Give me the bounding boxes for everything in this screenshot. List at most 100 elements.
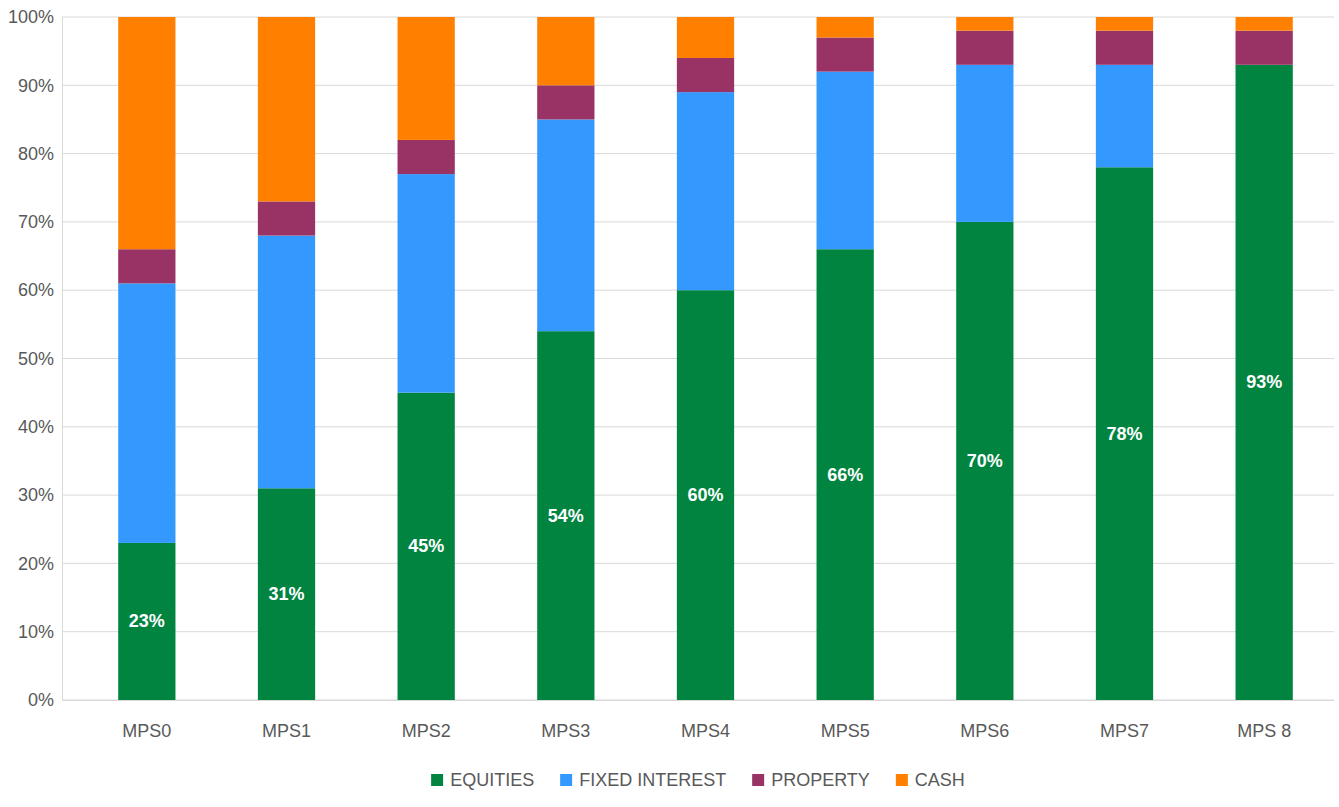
tick: 70%	[18, 212, 62, 232]
tick: MPS0	[122, 700, 171, 741]
data-label: 78%	[1106, 424, 1142, 444]
data-label: 70%	[967, 451, 1003, 471]
legend-swatch	[431, 774, 443, 786]
bar	[1096, 31, 1153, 65]
bar	[956, 17, 1013, 31]
x-axis: MPS0 MPS1 MPS2 MPS3 MPS4 MPS5 MPS6 MPS7 MPS 8	[62, 700, 1334, 741]
tick-label: MPS6	[960, 721, 1009, 741]
tick: MPS3	[541, 700, 590, 741]
tick: MPS6	[960, 700, 1009, 741]
bar	[1236, 65, 1293, 700]
bar	[398, 17, 455, 140]
legend-label: EQUITIES	[450, 770, 534, 790]
bar	[118, 249, 175, 283]
legend-swatch	[560, 774, 572, 786]
chart: 23% 31% 45% 54% 60% 66% 70% 78% 93% 0% 10% 20% 30% 40…	[0, 0, 1339, 807]
bar	[677, 290, 734, 700]
tick: MPS4	[681, 700, 730, 741]
bar	[677, 58, 734, 92]
bars	[118, 17, 1293, 700]
bar	[956, 222, 1013, 700]
tick-label: MPS0	[122, 721, 171, 741]
bar	[118, 283, 175, 543]
tick-label: MPS7	[1100, 721, 1149, 741]
bar	[258, 17, 315, 201]
bar	[1236, 31, 1293, 65]
bar	[537, 85, 594, 119]
tick: 80%	[18, 144, 62, 164]
y-axis: 0% 10% 20% 30% 40% 50% 60% 70% 80% 90% 100%	[8, 7, 63, 710]
tick-label: 50%	[18, 349, 54, 369]
legend-label: FIXED INTEREST	[579, 770, 726, 790]
bar	[398, 140, 455, 174]
data-labels: 23% 31% 45% 54% 60% 66% 70% 78% 93%	[129, 372, 1282, 631]
data-label: 93%	[1246, 372, 1282, 392]
tick-label: MPS3	[541, 721, 590, 741]
bar	[817, 249, 874, 700]
bar	[258, 201, 315, 235]
legend-swatch	[896, 774, 908, 786]
bar	[677, 17, 734, 58]
tick-label: 100%	[8, 7, 54, 27]
tick-label: MPS1	[262, 721, 311, 741]
tick-label: 40%	[18, 417, 54, 437]
bar	[817, 72, 874, 250]
data-label: 60%	[687, 485, 723, 505]
tick-label: 70%	[18, 212, 54, 232]
tick: 10%	[18, 622, 62, 642]
tick: 90%	[18, 76, 62, 96]
bar	[956, 65, 1013, 222]
grid	[62, 17, 1334, 700]
tick-label: 30%	[18, 485, 54, 505]
axis-line	[62, 18, 63, 701]
bar	[398, 393, 455, 700]
legend-item: EQUITIES	[431, 770, 534, 790]
tick: MPS5	[821, 700, 870, 741]
tick-label: 60%	[18, 280, 54, 300]
bar	[1236, 17, 1293, 31]
legend-swatch	[752, 774, 764, 786]
tick-label: MPS 8	[1237, 721, 1291, 741]
tick-label: 90%	[18, 76, 54, 96]
data-label: 54%	[548, 506, 584, 526]
bar	[1096, 167, 1153, 700]
tick-label: 10%	[18, 622, 54, 642]
legend-item: FIXED INTEREST	[560, 770, 726, 790]
tick: 60%	[18, 280, 62, 300]
tick: MPS7	[1100, 700, 1149, 741]
legend-item: PROPERTY	[752, 770, 870, 790]
tick: 50%	[18, 349, 62, 369]
data-label: 23%	[129, 611, 165, 631]
tick-label: 80%	[18, 144, 54, 164]
tick-label: 0%	[28, 690, 54, 710]
bar	[537, 119, 594, 331]
data-label: 66%	[827, 465, 863, 485]
legend-label: CASH	[915, 770, 965, 790]
bar	[677, 92, 734, 290]
tick: MPS2	[402, 700, 451, 741]
bar	[258, 236, 315, 489]
legend-label: PROPERTY	[771, 770, 870, 790]
tick: MPS 8	[1237, 700, 1291, 741]
tick-label: MPS2	[402, 721, 451, 741]
bar	[1096, 65, 1153, 167]
bar	[537, 17, 594, 85]
tick: 30%	[18, 485, 62, 505]
legend-item: CASH	[896, 770, 965, 790]
tick-label: MPS5	[821, 721, 870, 741]
tick: 0%	[28, 690, 62, 710]
bar	[817, 37, 874, 71]
bar	[258, 488, 315, 700]
bar	[398, 174, 455, 393]
bar	[118, 543, 175, 700]
tick: 20%	[18, 554, 62, 574]
bar	[956, 31, 1013, 65]
bar	[118, 17, 175, 249]
data-label: 31%	[268, 584, 304, 604]
data-label: 45%	[408, 536, 444, 556]
bar	[537, 331, 594, 700]
tick: MPS1	[262, 700, 311, 741]
tick: 100%	[8, 7, 62, 27]
series-bars	[118, 17, 1293, 249]
axis-line	[62, 700, 1334, 701]
